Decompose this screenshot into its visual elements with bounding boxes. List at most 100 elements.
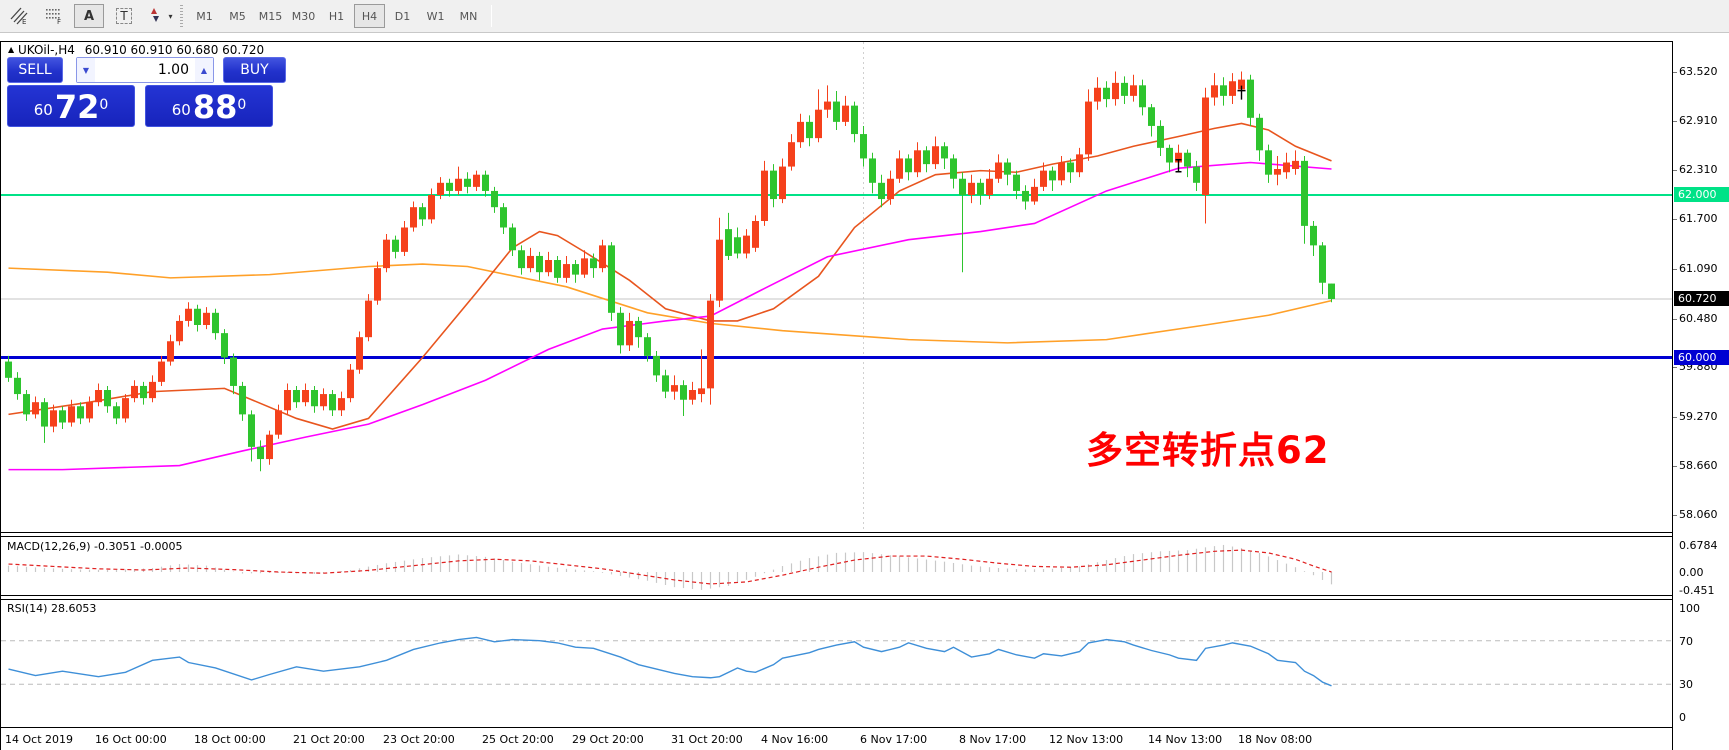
arrows-icon xyxy=(145,5,165,28)
time-tick-label: 4 Nov 16:00 xyxy=(761,733,829,746)
bid-price-pip: 0 xyxy=(99,97,109,113)
timeframe-h1-button[interactable]: H1 xyxy=(328,9,345,23)
price-level-badge-60.000: 60.000 xyxy=(1674,349,1729,365)
toolbar-drag-handle[interactable] xyxy=(180,5,183,27)
macd-panel[interactable] xyxy=(1,537,1672,595)
arrows-button[interactable]: ▾ xyxy=(144,4,174,28)
rsi-panel-top-border xyxy=(0,599,1673,600)
ohlc-values: 60.910 60.910 60.680 60.720 xyxy=(84,43,265,57)
price-level-badge-60.720: 60.720 xyxy=(1674,291,1729,306)
chart-frame-top xyxy=(0,41,1673,42)
price-tick-label: 63.520 xyxy=(1679,64,1718,78)
time-tick-label: 8 Nov 17:00 xyxy=(959,733,1027,746)
text-button[interactable]: T xyxy=(109,4,139,28)
time-tick-label: 23 Oct 20:00 xyxy=(383,733,455,746)
rsi-panel[interactable] xyxy=(1,600,1672,727)
price-tick-label: 61.700 xyxy=(1679,212,1718,226)
time-tick-label: 29 Oct 20:00 xyxy=(572,733,644,746)
volume-increase-button[interactable]: ▲ xyxy=(195,58,213,82)
volume-input[interactable] xyxy=(95,58,195,82)
fibonacci-grid-button[interactable]: F xyxy=(39,4,69,28)
time-tick-label: 14 Nov 13:00 xyxy=(1148,733,1223,746)
cross-mark[interactable] xyxy=(1237,85,1246,100)
timeframe-m1-button[interactable]: M1 xyxy=(196,9,213,23)
symbol-name: UKOil-,H4 xyxy=(17,43,75,57)
ask-price-display[interactable]: 60 88 0 xyxy=(145,85,273,127)
volume-decrease-button[interactable]: ▼ xyxy=(77,58,95,82)
toolbar: E F A T ▾ M1 M5 M15 M30 H1 H4 D1 W1 MN xyxy=(0,0,1729,33)
price-tick-label: 60.480 xyxy=(1679,311,1718,325)
chart-frame-left xyxy=(0,41,1,750)
ma-slow-line[interactable] xyxy=(8,263,1332,344)
timeframe-m30-button[interactable]: M30 xyxy=(291,9,316,23)
timeframe-d1-button[interactable]: D1 xyxy=(394,9,411,23)
rsi-axis-label: 0 xyxy=(1679,711,1686,724)
time-tick-label: 18 Oct 00:00 xyxy=(194,733,266,746)
macd-label: MACD(12,26,9) -0.3051 -0.0005 xyxy=(7,540,183,553)
bid-price-prefix: 60 xyxy=(33,101,53,119)
buy-button[interactable]: BUY xyxy=(223,57,286,83)
svg-text:E: E xyxy=(22,18,26,25)
price-level-badge-62.000: 62.000 xyxy=(1674,187,1729,202)
ask-price-main: 88 xyxy=(192,88,238,126)
chart-title: ▲ UKOil-,H4 60.910 60.910 60.680 60.720 xyxy=(8,43,264,57)
bid-price-display[interactable]: 60 72 0 xyxy=(7,85,135,127)
timeframe-w1-button[interactable]: W1 xyxy=(426,9,445,23)
time-tick-label: 16 Oct 00:00 xyxy=(95,733,167,746)
time-tick-label: 14 Oct 2019 xyxy=(5,733,74,746)
rsi-axis-label: 100 xyxy=(1679,602,1700,615)
macd-axis-label: 0.6784 xyxy=(1679,538,1718,552)
time-tick-label: 12 Nov 13:00 xyxy=(1049,733,1124,746)
equidistant-channel-icon: E xyxy=(9,5,29,28)
price-tick-mark xyxy=(1673,268,1677,270)
macd-axis-label: 0.00 xyxy=(1679,566,1704,579)
timeframe-mn-button[interactable]: MN xyxy=(459,9,478,23)
fibonacci-grid-icon: F xyxy=(44,5,64,28)
main-panel-bottom-border xyxy=(0,532,1673,533)
candles-layer[interactable] xyxy=(5,71,1335,472)
toolbar-separator xyxy=(491,5,492,27)
price-tick-label: 61.090 xyxy=(1679,261,1718,275)
macd-panel-top-border xyxy=(0,536,1673,537)
ibeam-mark[interactable] xyxy=(1175,159,1182,173)
svg-text:F: F xyxy=(57,18,61,25)
price-tick-mark xyxy=(1673,318,1677,320)
time-tick-label: 18 Nov 08:00 xyxy=(1238,733,1313,746)
price-tick-mark xyxy=(1673,515,1677,517)
timeframe-h4-button[interactable]: H4 xyxy=(354,4,385,28)
ask-price-prefix: 60 xyxy=(171,101,191,119)
price-tick-mark xyxy=(1673,219,1677,221)
price-chart[interactable] xyxy=(1,42,1672,532)
rsi-axis-label: 70 xyxy=(1679,634,1693,648)
ask-price-pip: 0 xyxy=(237,97,247,113)
chart-frame-right xyxy=(1672,41,1673,750)
price-tick-mark xyxy=(1673,416,1677,418)
sell-button[interactable]: SELL xyxy=(7,57,63,83)
chart-annotation-text[interactable]: 多空转折点62 xyxy=(1086,429,1330,472)
rsi-line xyxy=(8,636,1332,687)
macd-histogram xyxy=(7,544,1333,590)
rsi-panel-bottom-border xyxy=(0,727,1673,728)
price-tick-label: 58.660 xyxy=(1679,459,1718,473)
chevron-down-icon[interactable]: ▾ xyxy=(168,11,173,21)
price-tick-mark xyxy=(1673,71,1677,73)
collapse-panel-icon[interactable]: ▲ xyxy=(8,45,15,54)
timeframe-m15-button[interactable]: M15 xyxy=(258,9,283,23)
price-tick-mark xyxy=(1673,121,1677,123)
time-tick-label: 6 Nov 17:00 xyxy=(860,733,928,746)
price-tick-label: 62.910 xyxy=(1679,114,1718,128)
price-tick-label: 62.310 xyxy=(1679,162,1718,176)
rsi-label: RSI(14) 28.6053 xyxy=(7,602,97,615)
ma-fast-line[interactable] xyxy=(8,161,1332,471)
text-label-icon: A xyxy=(83,8,95,24)
price-tick-mark xyxy=(1673,466,1677,468)
one-click-trading-panel: SELL ▼ ▲ BUY 60 72 0 60 88 0 xyxy=(7,57,286,127)
price-tick-mark xyxy=(1673,169,1677,171)
rsi-axis-label: 30 xyxy=(1679,678,1693,692)
text-icon: T xyxy=(116,8,132,24)
price-tick-label: 58.060 xyxy=(1679,508,1718,522)
time-tick-label: 21 Oct 20:00 xyxy=(293,733,365,746)
timeframe-m5-button[interactable]: M5 xyxy=(229,9,246,23)
equidistant-channel-button[interactable]: E xyxy=(4,4,34,28)
text-label-button[interactable]: A xyxy=(74,4,104,28)
